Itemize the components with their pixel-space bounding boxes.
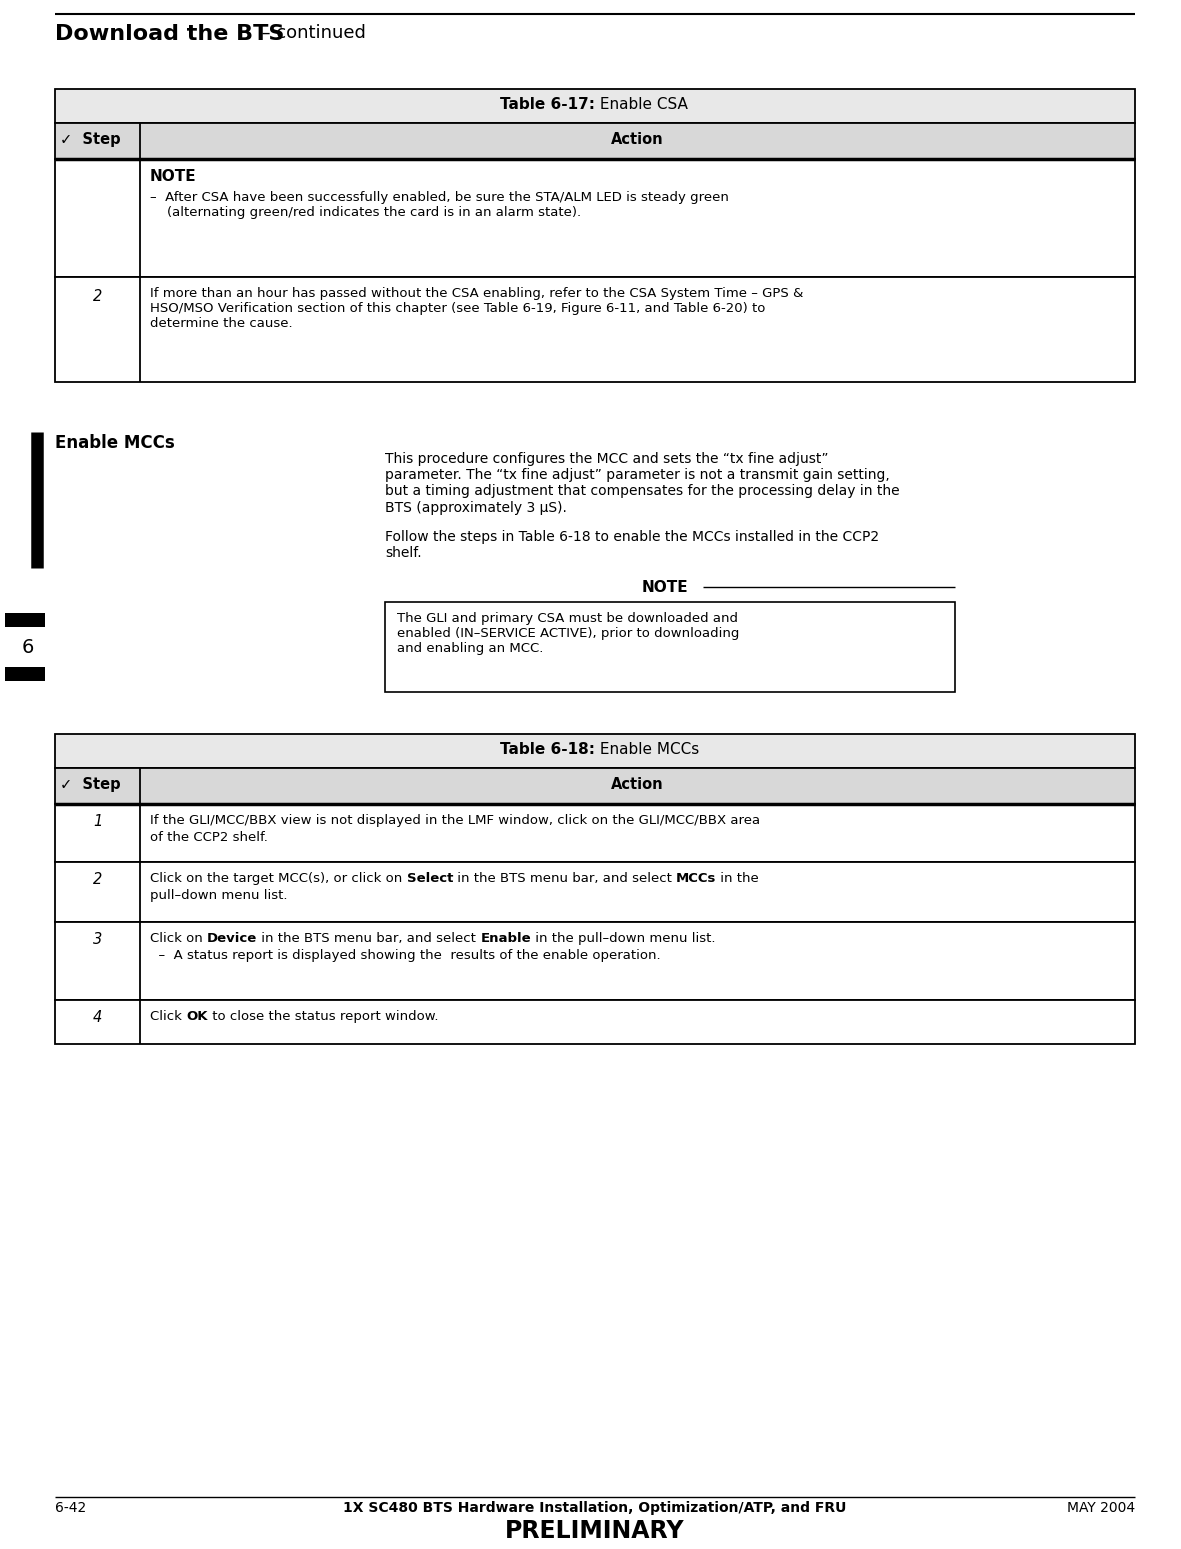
Text: 6: 6 — [21, 638, 34, 657]
Text: Click on: Click on — [150, 932, 207, 945]
Text: NOTE: NOTE — [150, 169, 196, 184]
Text: MCCs: MCCs — [676, 872, 717, 884]
Text: Click: Click — [150, 1010, 187, 1022]
Text: Enable MCCs: Enable MCCs — [56, 434, 175, 452]
Bar — [56, 160, 1135, 277]
Text: Enable CSA: Enable CSA — [595, 98, 687, 112]
Text: – continued: – continued — [250, 23, 366, 42]
Text: Select: Select — [406, 872, 452, 884]
Text: This procedure configures the MCC and sets the “tx fine adjust”
parameter. The “: This procedure configures the MCC and se… — [385, 452, 900, 514]
Text: Table 6-17:: Table 6-17: — [500, 98, 595, 112]
Text: PRELIMINARY: PRELIMINARY — [505, 1520, 685, 1543]
Text: If more than an hour has passed without the CSA enabling, refer to the CSA Syste: If more than an hour has passed without … — [150, 287, 803, 330]
Text: OK: OK — [187, 1010, 208, 1022]
Bar — [56, 277, 1135, 383]
Text: Follow the steps in Table 6-18 to enable the MCCs installed in the CCP2
shelf.: Follow the steps in Table 6-18 to enable… — [385, 530, 879, 561]
Bar — [385, 603, 955, 692]
Text: 4: 4 — [93, 1010, 102, 1025]
Text: MAY 2004: MAY 2004 — [1066, 1501, 1135, 1515]
Text: pull–down menu list.: pull–down menu list. — [150, 889, 287, 902]
Bar — [56, 122, 1135, 160]
Text: of the CCP2 shelf.: of the CCP2 shelf. — [150, 830, 268, 844]
Bar — [5, 668, 45, 682]
Text: in the BTS menu bar, and select: in the BTS menu bar, and select — [257, 932, 481, 945]
Text: 1X SC480 BTS Hardware Installation, Optimization/ATP, and FRU: 1X SC480 BTS Hardware Installation, Opti… — [344, 1501, 847, 1515]
Text: ✓  Step: ✓ Step — [60, 132, 120, 147]
Text: to close the status report window.: to close the status report window. — [208, 1010, 438, 1022]
Text: –  After CSA have been successfully enabled, be sure the STA/ALM LED is steady g: – After CSA have been successfully enabl… — [150, 191, 729, 218]
Text: 1: 1 — [93, 815, 102, 829]
Text: Click on the target MCC(s), or click on: Click on the target MCC(s), or click on — [150, 872, 406, 884]
Text: 6-42: 6-42 — [56, 1501, 86, 1515]
Bar — [56, 861, 1135, 922]
Text: Action: Action — [612, 132, 664, 147]
Text: Enable MCCs: Enable MCCs — [595, 742, 699, 757]
Text: –  A status report is displayed showing the  results of the enable operation.: – A status report is displayed showing t… — [150, 948, 660, 962]
Text: 2: 2 — [93, 290, 102, 304]
Text: in the BTS menu bar, and select: in the BTS menu bar, and select — [452, 872, 676, 884]
Bar — [56, 1001, 1135, 1044]
Text: Table 6-18:: Table 6-18: — [500, 742, 595, 757]
Bar — [56, 768, 1135, 804]
Text: 3: 3 — [93, 932, 102, 946]
Text: The GLI and primary CSA must be downloaded and
enabled (IN–SERVICE ACTIVE), prio: The GLI and primary CSA must be download… — [397, 612, 739, 655]
Bar — [56, 804, 1135, 861]
Text: If the GLI/MCC/BBX view is not displayed in the LMF window, click on the GLI/MCC: If the GLI/MCC/BBX view is not displayed… — [150, 815, 761, 827]
Text: Device: Device — [207, 932, 257, 945]
Bar — [56, 922, 1135, 1001]
Text: 2: 2 — [93, 872, 102, 888]
Text: in the pull–down menu list.: in the pull–down menu list. — [531, 932, 716, 945]
Text: in the: in the — [717, 872, 759, 884]
Text: NOTE: NOTE — [641, 579, 689, 595]
Bar — [5, 613, 45, 627]
Bar — [56, 734, 1135, 768]
Text: Action: Action — [612, 778, 664, 792]
Text: ✓  Step: ✓ Step — [60, 778, 120, 792]
Text: Enable: Enable — [481, 932, 531, 945]
Text: Download the BTS: Download the BTS — [56, 23, 285, 43]
Bar — [56, 88, 1135, 122]
